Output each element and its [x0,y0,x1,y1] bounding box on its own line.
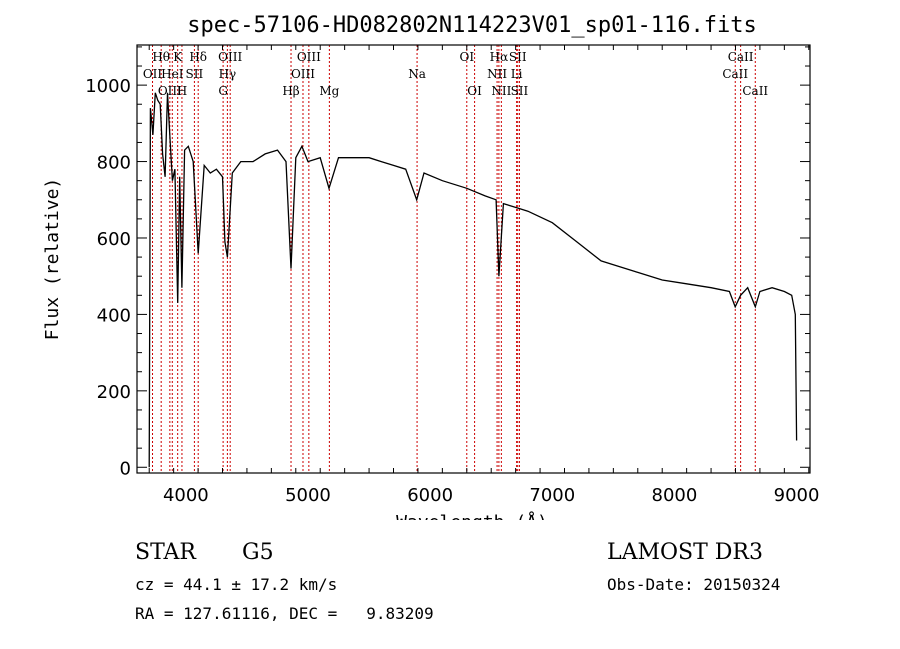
line-label-19: H [177,84,187,98]
line-label-4: OIII [297,50,321,64]
object-class: STAR [135,540,196,565]
line-label-10: HeI [161,67,184,81]
y-tick-label-4: 800 [97,153,131,174]
line-label-7: SII [509,50,527,64]
line-label-11: SII [186,67,204,81]
object-subclass: G5 [242,540,274,565]
line-label-2: Hδ [189,50,207,64]
line-label-13: OIII [291,67,315,81]
x-tick-label-0: 4000 [163,485,209,506]
redshift-cz: cz = 44.1 ± 17.2 km/s [135,575,338,594]
spectrum-chart: spec-57106-HD082802N114223V01_sp01-116.f… [42,13,820,520]
line-label-17: CaII [722,67,748,81]
line-label-15: NII [487,67,507,81]
line-label-18: OIII [158,84,182,98]
y-tick-label-3: 600 [97,229,131,250]
line-label-12: Hγ [219,67,237,81]
line-label-21: Hβ [282,84,299,98]
line-label-14: Na [408,67,426,81]
line-label-20: G [218,84,228,98]
y-tick-label-5: 1000 [85,76,131,97]
line-label-0: Hθ [152,50,170,64]
y-tick-label-0: 0 [120,458,131,479]
x-tick-label-5: 9000 [774,485,820,506]
x-tick-label-3: 7000 [529,485,575,506]
x-tick-label-2: 6000 [407,485,453,506]
y-axis-label: Flux (relative) [42,178,63,341]
x-tick-label-4: 8000 [652,485,698,506]
line-label-8: CaII [728,50,754,64]
line-label-5: OI [459,50,474,64]
spectrum-line [148,92,798,468]
line-label-25: SII [511,84,529,98]
line-label-26: CaII [742,84,768,98]
line-label-3: OIII [218,50,242,64]
line-label-9: OII [143,67,163,81]
y-tick-label-1: 200 [97,382,131,403]
line-label-16: Li [511,67,523,81]
line-label-24: NII [491,84,511,98]
y-axis: 0 200 400 600 800 1000 [85,46,810,479]
obs-date: Obs-Date: 20150324 [607,575,781,594]
coordinates: RA = 127.61116, DEC = 9.83209 [135,604,434,623]
x-axis: 4000 5000 6000 7000 8000 9000 [148,45,820,506]
line-label-23: OI [467,84,482,98]
y-tick-label-2: 400 [97,305,131,326]
plot-frame [136,44,811,474]
line-label-1: K [173,50,183,64]
line-label-22: Mg [319,84,339,98]
spectral-line-markers [152,45,756,473]
survey-name: LAMOST DR3 [607,540,763,565]
chart-title: spec-57106-HD082802N114223V01_sp01-116.f… [187,13,757,38]
line-label-6: Hα [490,50,509,64]
x-axis-label: Wavelength (Å) [396,511,548,520]
x-tick-label-1: 5000 [285,485,331,506]
